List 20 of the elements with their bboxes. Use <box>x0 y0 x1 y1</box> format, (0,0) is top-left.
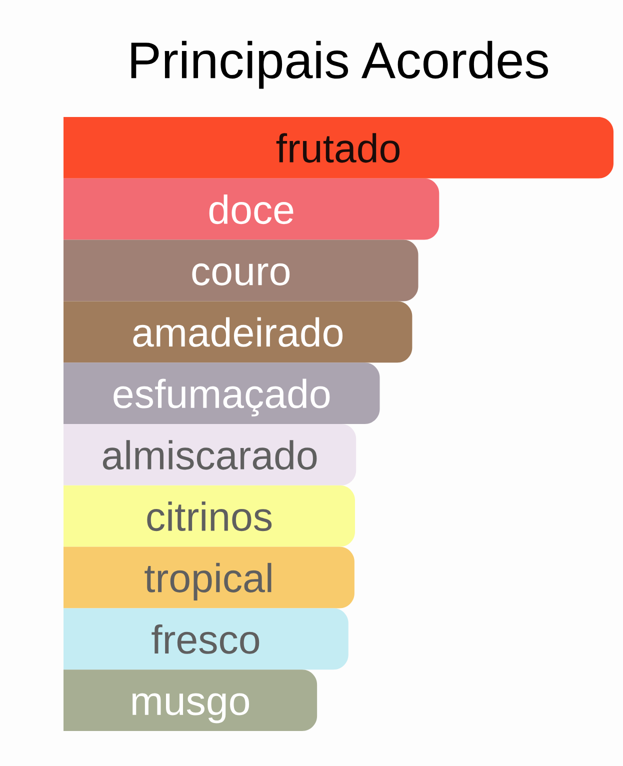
bar <box>64 362 380 424</box>
bar <box>64 117 614 178</box>
y-tick-label: fresco <box>152 624 260 654</box>
y-tick-label: couro <box>192 263 290 286</box>
bar <box>64 670 318 731</box>
bar <box>64 608 348 670</box>
bar <box>64 178 440 240</box>
y-tick-label: musgo <box>132 693 250 724</box>
y-tick-label: tropical <box>144 562 272 600</box>
y-tick-label: frutado <box>276 133 400 163</box>
y-tick-label: doce <box>209 194 294 224</box>
bar <box>64 240 418 302</box>
chart-title: Principais Acordes <box>131 40 548 89</box>
y-tick-label: citrinos <box>147 502 272 532</box>
y-tick-label: amadeirado <box>133 317 343 347</box>
bar <box>64 301 412 363</box>
y-tick-label: esfumaçado <box>114 378 330 416</box>
bar <box>64 485 355 547</box>
y-tick-label: almiscarado <box>102 440 317 470</box>
bar <box>64 546 354 608</box>
